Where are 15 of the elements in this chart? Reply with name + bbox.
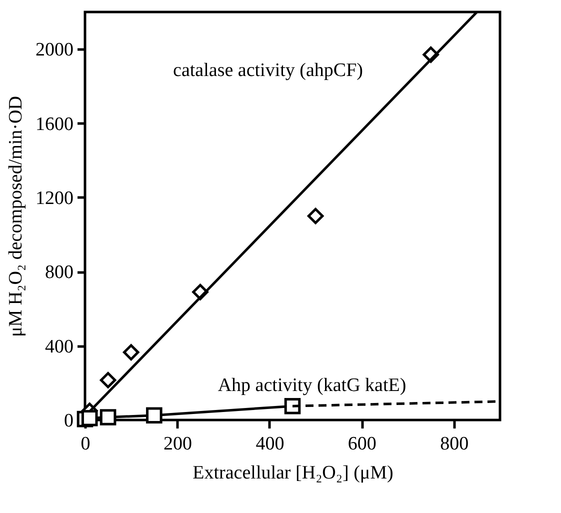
annotation: Ahp activity (katG katE) [218,375,406,396]
y-tick-label: 400 [45,336,74,358]
x-tick-label: 200 [163,434,192,454]
x-tick-label: 400 [256,434,284,454]
x-tick-label: 800 [440,434,469,454]
x-axis-title: Extracellular [H₂O₂] (μM) [192,462,394,484]
y-tick-label: 800 [45,262,74,284]
y-tick-label: 1200 [36,188,74,209]
y-tick-label: 2000 [36,40,74,61]
y-tick-label: 0 [64,410,74,432]
y-axis-title: μM H₂O₂ decomposed/min·OD [6,96,26,337]
x-tick-label: 0 [80,434,90,454]
annotation: catalase activity (ahpCF) [173,60,363,81]
y-tick-label: 1600 [36,114,74,135]
x-tick-label: 600 [348,434,376,454]
